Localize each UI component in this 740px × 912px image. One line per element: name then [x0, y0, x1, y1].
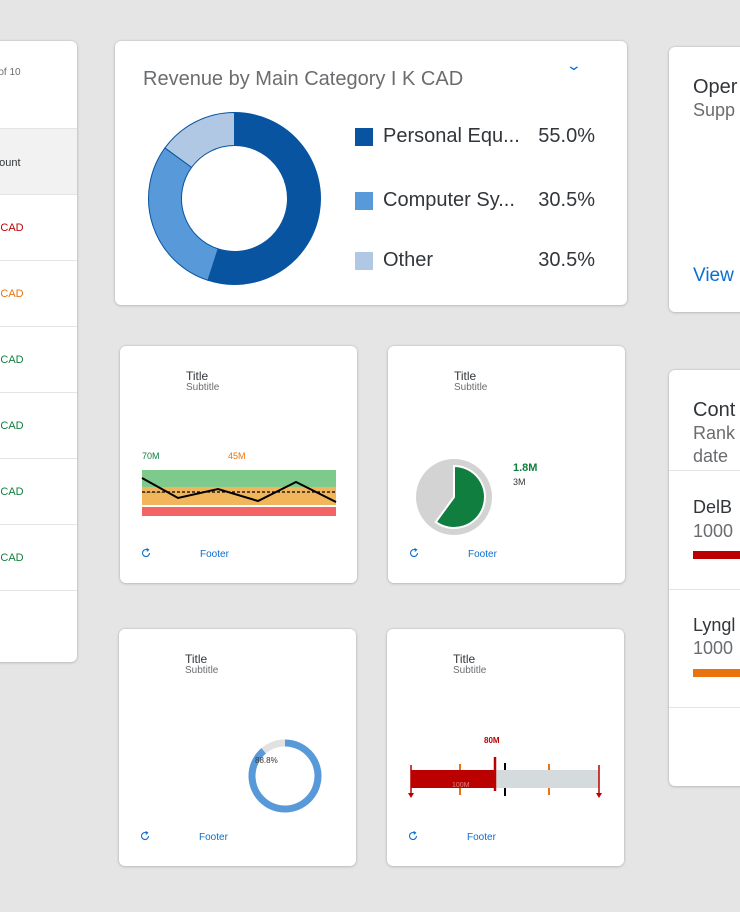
pie-value: 1.8M	[513, 462, 537, 474]
radial-chart: 88.8%	[248, 739, 322, 813]
amount-cell: K CAD	[0, 552, 24, 564]
tile-title: Title	[186, 369, 209, 383]
card-subtitle-line2: date	[693, 446, 729, 466]
chevron-down-icon[interactable]: ⌄	[565, 57, 583, 73]
divider	[669, 707, 740, 708]
amount-cell: K CAD	[0, 288, 24, 300]
amount-cell: K CAD	[0, 222, 24, 234]
good-range-band	[142, 470, 336, 487]
legend-label: Personal Equ...	[383, 125, 520, 147]
radial-progress-arc	[248, 739, 322, 813]
donut-slice[interactable]	[164, 111, 235, 169]
list-item-bar	[693, 669, 740, 677]
list-item-bar	[693, 551, 740, 559]
tile-subtitle: Subtitle	[186, 382, 220, 393]
bullet-chart-tile[interactable]: Title Subtitle 80M 100M Footer	[387, 629, 624, 866]
bullet-inner-label: 100M	[452, 782, 470, 789]
legend-percent: 55.0%	[538, 125, 595, 147]
legend-swatch	[355, 128, 373, 146]
table-card: 6 of 10 mount K CAD K CAD K CAD K CAD K CAD K…	[0, 41, 77, 662]
amount-cell: K CAD	[0, 354, 24, 366]
refresh-icon[interactable]	[408, 547, 420, 559]
end-value-label: 45M	[228, 451, 246, 461]
pagination-counter: 6 of 10	[0, 67, 21, 78]
list-item-value: 1000	[693, 638, 734, 658]
card-title: Cont	[693, 399, 736, 421]
pie-chart: 1.8M 3M	[416, 459, 537, 535]
amount-cell: K CAD	[0, 486, 24, 498]
contacts-ranking-card[interactable]: Cont Rank date DelB 1000 Lyngl 1000	[669, 370, 740, 786]
table-header: mount	[0, 128, 77, 195]
amount-column-header[interactable]: mount	[0, 157, 21, 169]
list-item-name[interactable]: DelB	[693, 497, 733, 517]
pie-chart-tile[interactable]: Title Subtitle 1.8M 3M Footer	[388, 346, 625, 583]
refresh-icon[interactable]	[140, 547, 152, 559]
legend-label: Computer Sy...	[383, 189, 515, 211]
card-title: Revenue by Main Category I K CAD	[143, 68, 464, 90]
table-row[interactable]: K CAD	[0, 327, 77, 393]
tile-title: Title	[453, 652, 476, 666]
revenue-category-card[interactable]: Revenue by Main Category I K CAD ⌄ Perso…	[115, 41, 627, 305]
view-link[interactable]: View	[693, 265, 734, 286]
refresh-icon[interactable]	[407, 830, 419, 842]
line-chart-tile[interactable]: Title Subtitle 70M 45M ——— Footer	[120, 346, 357, 583]
list-item-value: 1000	[693, 521, 734, 541]
legend-swatch	[355, 252, 373, 270]
table-row[interactable]: K CAD	[0, 459, 77, 525]
bullet-range	[495, 770, 599, 788]
radial-chart-tile[interactable]: Title Subtitle 88.8% Footer	[119, 629, 356, 866]
donut-chart	[148, 111, 321, 285]
divider	[669, 589, 740, 590]
legend-percent: 30.5%	[538, 249, 595, 271]
start-value-label: 70M	[142, 451, 160, 461]
divider	[669, 470, 740, 471]
max-threshold-marker	[596, 793, 602, 798]
card-title: Oper	[693, 76, 738, 98]
radial-value: 88.8%	[255, 756, 278, 765]
tile-footer[interactable]: Footer	[468, 549, 497, 560]
min-threshold-marker	[408, 793, 414, 798]
line-chart: 70M 45M ———	[141, 451, 337, 516]
tile-subtitle: Subtitle	[185, 665, 219, 676]
pie-target: 3M	[513, 477, 526, 487]
list-item-name[interactable]: Lyngl	[693, 615, 736, 635]
error-range-band	[142, 507, 336, 516]
tile-title: Title	[454, 369, 477, 383]
amount-cell: K CAD	[0, 420, 24, 432]
card-subtitle: Supp	[693, 100, 736, 120]
table-row[interactable]: K CAD	[0, 525, 77, 591]
tile-footer[interactable]: Footer	[200, 549, 229, 560]
operations-card[interactable]: Oper Supp View	[669, 47, 740, 312]
tile-footer[interactable]: Footer	[467, 832, 496, 843]
tile-subtitle: Subtitle	[453, 665, 487, 676]
bullet-value: 80M	[484, 736, 500, 745]
bullet-actual-bar	[411, 770, 495, 788]
table-row[interactable]: K CAD	[0, 195, 77, 261]
tile-title: Title	[185, 652, 208, 666]
donut-slice[interactable]	[207, 111, 321, 285]
legend-label: Other	[383, 249, 434, 271]
card-subtitle: Rank	[693, 423, 736, 443]
refresh-icon[interactable]	[139, 830, 151, 842]
tile-footer[interactable]: Footer	[199, 832, 228, 843]
table-row[interactable]: K CAD	[0, 393, 77, 459]
table-row[interactable]: K CAD	[0, 261, 77, 327]
bullet-chart: 80M 100M	[408, 736, 602, 798]
donut-slice[interactable]	[148, 147, 219, 281]
line-series	[141, 477, 337, 503]
legend-percent: 30.5%	[538, 189, 595, 211]
pie-slice	[434, 464, 486, 529]
tile-subtitle: Subtitle	[454, 382, 488, 393]
legend-swatch	[355, 192, 373, 210]
